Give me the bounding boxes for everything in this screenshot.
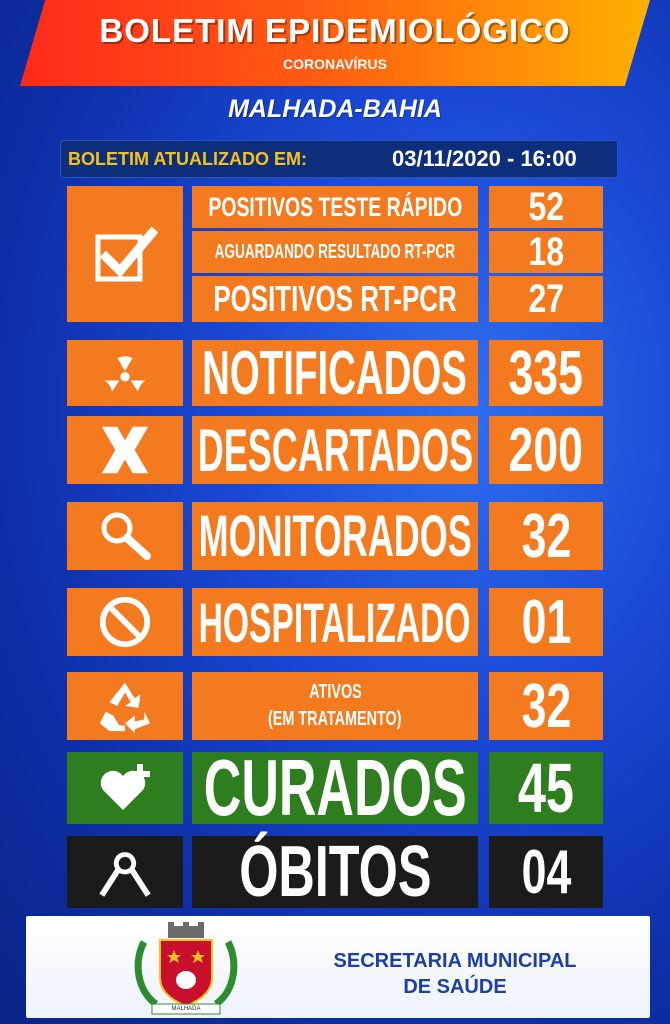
hospitalizado-label-box: HOSPITALIZADO (192, 588, 478, 656)
recycle-icon (99, 682, 151, 734)
curados-icon-box (67, 752, 183, 824)
tests-icon-box (67, 186, 183, 322)
footer-panel (26, 916, 650, 1018)
ativos-value: 32 (521, 671, 571, 741)
ativos-value-box: 32 (489, 671, 603, 741)
descartados-icon-box (67, 416, 183, 484)
notificados-value: 335 (508, 338, 584, 408)
hospitalizado-label: HOSPITALIZADO (199, 590, 471, 654)
prohibited-icon (99, 596, 151, 648)
descartados-label-box: DESCARTADOS (192, 416, 478, 484)
obitos-value: 04 (521, 837, 571, 907)
hospitalizado-value: 01 (521, 587, 571, 657)
updated-label: BOLETIM ATUALIZADO EM: (68, 149, 307, 169)
obitos-label-box: ÓBITOS (192, 832, 478, 912)
tests-row-label: POSITIVOS TESTE RÁPIDO (192, 186, 478, 228)
obitos-icon-box (67, 836, 183, 908)
monitorados-label-box: MONITORADOS (192, 502, 478, 570)
notificados-label: NOTIFICADOS (202, 338, 468, 408)
curados-label: CURADOS (203, 743, 467, 832)
curados-value: 45 (517, 749, 575, 827)
footer-line2: DE SAÚDE (403, 976, 507, 998)
positivos-teste-rapido-label: POSITIVOS TESTE RÁPIDO (208, 191, 462, 222)
descartados-label: DESCARTADOS (197, 416, 473, 484)
header-banner (20, 0, 650, 86)
footer-line1: SECRETARIA MUNICIPAL (333, 950, 577, 972)
obitos-label: ÓBITOS (238, 832, 432, 912)
notificados-label-box: NOTIFICADOS (192, 338, 478, 408)
hospitalizado-value-box: 01 (489, 587, 603, 657)
monitorados-label: MONITORADOS (198, 503, 472, 569)
updated-bar (60, 140, 618, 178)
monitorados-value-box: 32 (489, 501, 603, 571)
aguardando-resultado-label: AGUARDANDO RESULTADO RT-PCR (214, 240, 456, 263)
tests-row-value: 27 (489, 276, 603, 322)
obitos-value-box: 04 (489, 836, 603, 908)
tests-row-label: AGUARDANDO RESULTADO RT-PCR (192, 231, 478, 273)
monitorados-value: 32 (521, 501, 571, 571)
emblem-caption: MALHADA (171, 1006, 201, 1012)
city-name: MALHADA-BAHIA (228, 95, 442, 123)
heart-plus-icon (100, 764, 150, 810)
page-title: BOLETIM EPIDEMIOLÓGICO (99, 12, 571, 49)
positivos-rt-pcr-label: POSITIVOS RT-PCR (213, 278, 457, 319)
checkbox-icon (95, 226, 159, 282)
monitorados-icon-box (67, 502, 183, 570)
descartados-value-box: 200 (489, 415, 603, 485)
aguardando-resultado-value: 18 (528, 229, 564, 274)
page-subtitle: CORONAVÍRUS (283, 56, 387, 72)
ativos-label-box: ATIVOS (EM TRATAMENTO) (192, 672, 478, 740)
positivos-teste-rapido-value: 52 (528, 184, 564, 229)
tests-row-label: POSITIVOS RT-PCR (192, 276, 478, 322)
municipal-coat-of-arms-icon (130, 920, 242, 1018)
hospitalizado-icon-box (67, 588, 183, 656)
mourning-ribbon-icon (99, 852, 151, 897)
updated-value: 03/11/2020 - 16:00 (392, 146, 577, 171)
curados-label-box: CURADOS (192, 743, 478, 832)
positivos-rt-pcr-value: 27 (528, 276, 564, 321)
radiation-icon (104, 356, 146, 392)
notificados-value-box: 335 (489, 338, 603, 408)
descartados-value: 200 (508, 415, 584, 485)
ativos-label: ATIVOS (308, 681, 362, 703)
tests-row-value: 18 (489, 229, 603, 274)
curados-value-box: 45 (489, 749, 603, 827)
x-icon (101, 426, 149, 474)
ativos-icon-box (67, 672, 183, 740)
tests-row-value: 52 (489, 184, 603, 229)
magnifier-icon (101, 512, 151, 560)
ativos-sublabel: (EM TRATAMENTO) (268, 708, 402, 730)
notificados-icon-box (67, 340, 183, 406)
